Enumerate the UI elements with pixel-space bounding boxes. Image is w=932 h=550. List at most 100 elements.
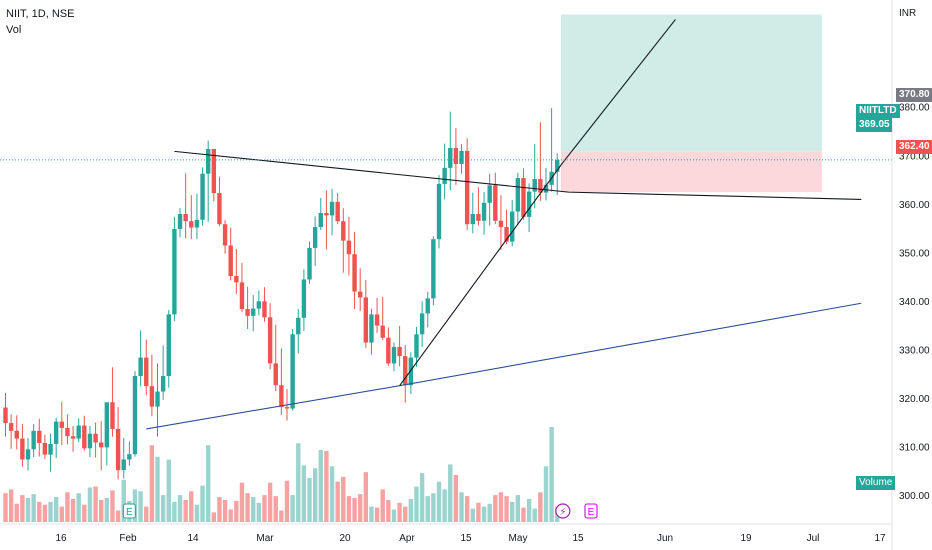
volume-bar bbox=[37, 501, 42, 522]
candle-body bbox=[397, 346, 402, 357]
x-tick-label: 16 bbox=[55, 533, 67, 544]
volume-bar bbox=[25, 498, 31, 522]
candle-body bbox=[414, 334, 419, 358]
candle bbox=[498, 195, 504, 250]
candle bbox=[493, 172, 498, 225]
candle-body bbox=[245, 309, 250, 316]
y-axis[interactable]: 300.00 310.00 320.00 330.00 340.00 350.00 360.… bbox=[899, 103, 930, 502]
candle bbox=[82, 415, 87, 451]
candle-body bbox=[510, 211, 515, 242]
x-tick-label: 14 bbox=[187, 533, 199, 544]
volume-bar bbox=[267, 482, 273, 522]
candle-body bbox=[453, 147, 459, 164]
volume-bar bbox=[391, 509, 397, 522]
volume-bar bbox=[160, 495, 166, 522]
candle bbox=[267, 303, 273, 370]
candle bbox=[324, 190, 329, 250]
split-label: ⚡ bbox=[559, 507, 566, 518]
candle-body bbox=[14, 430, 19, 439]
x-axis[interactable]: 16 Feb 14 Mar 20 Apr 15 May 15 Jun 19 Jul 17 bbox=[55, 533, 886, 544]
candle bbox=[251, 294, 256, 332]
candle-body bbox=[279, 385, 284, 408]
candle-body bbox=[442, 167, 447, 184]
volume-indicator-label[interactable]: Vol bbox=[6, 24, 22, 36]
volume-bar bbox=[228, 509, 233, 522]
candle-body bbox=[425, 298, 430, 314]
volume-bar bbox=[470, 508, 475, 522]
volume-bar bbox=[256, 502, 262, 522]
candle-body bbox=[144, 357, 149, 387]
candle-body bbox=[228, 245, 233, 277]
volume-bar bbox=[144, 506, 149, 522]
candle bbox=[526, 183, 532, 232]
volume-bar bbox=[8, 489, 14, 522]
candle bbox=[20, 424, 25, 467]
candles[interactable] bbox=[3, 108, 560, 480]
candle-body bbox=[205, 148, 211, 174]
candle-body bbox=[374, 314, 380, 326]
volume-bar bbox=[431, 493, 436, 522]
candle bbox=[521, 168, 526, 220]
volume-bar bbox=[110, 490, 115, 522]
volume-bar bbox=[31, 494, 36, 522]
candle-body bbox=[115, 428, 121, 471]
candle bbox=[37, 418, 42, 457]
split-marker[interactable]: ⚡ bbox=[555, 503, 571, 519]
candle-body bbox=[436, 183, 442, 240]
volume-bar bbox=[149, 445, 155, 522]
x-tick-label: 19 bbox=[740, 533, 752, 544]
volume-bar bbox=[234, 500, 239, 522]
x-tick-label: May bbox=[509, 533, 528, 544]
volume-bar bbox=[538, 492, 543, 522]
candle bbox=[121, 438, 126, 479]
last-price-tag: 369.05 bbox=[856, 118, 892, 132]
event-markers[interactable]: E ⚡ E bbox=[122, 503, 598, 519]
candle-body bbox=[408, 357, 414, 386]
candle bbox=[273, 324, 278, 392]
candle-body bbox=[160, 376, 166, 392]
volume-bar bbox=[526, 498, 532, 522]
symbol-tag: NIITLTD bbox=[856, 104, 900, 118]
volume-bar bbox=[87, 487, 93, 522]
volume-bar bbox=[442, 489, 447, 522]
candle-body bbox=[307, 247, 312, 280]
candle bbox=[279, 348, 284, 415]
volume-bar bbox=[59, 506, 64, 522]
candle bbox=[380, 296, 385, 341]
earnings-marker[interactable]: E bbox=[584, 503, 598, 519]
candle bbox=[222, 220, 228, 254]
trendlines[interactable] bbox=[146, 19, 862, 430]
candle bbox=[431, 236, 436, 306]
candle-body bbox=[341, 221, 346, 241]
candle-body bbox=[132, 376, 138, 455]
volume-bar bbox=[301, 465, 307, 522]
candle bbox=[476, 187, 481, 226]
candle-body bbox=[59, 421, 64, 428]
candle-body bbox=[493, 185, 498, 221]
candle bbox=[194, 193, 200, 240]
earnings-marker[interactable]: E bbox=[122, 503, 136, 519]
volume-bar bbox=[166, 459, 171, 522]
candle-body bbox=[459, 150, 464, 164]
candle bbox=[436, 175, 442, 249]
candle bbox=[115, 407, 121, 480]
candle bbox=[217, 176, 222, 227]
candle bbox=[200, 167, 205, 226]
candle bbox=[341, 208, 346, 273]
candle-body bbox=[104, 402, 110, 448]
candle-body bbox=[290, 334, 295, 409]
y-tick-label: 320.00 bbox=[899, 394, 930, 405]
candle-body bbox=[48, 443, 53, 455]
currency-label[interactable]: INR bbox=[899, 8, 917, 19]
y-tick-label: 360.00 bbox=[899, 200, 930, 211]
candle bbox=[408, 352, 414, 394]
volume-bar bbox=[104, 498, 110, 522]
candle-body bbox=[127, 454, 132, 460]
volume-bar bbox=[65, 492, 70, 522]
candle-body bbox=[155, 391, 160, 407]
candle bbox=[256, 290, 262, 316]
y-tick-label: 310.00 bbox=[899, 442, 930, 453]
candle bbox=[397, 326, 402, 367]
volume-bar bbox=[521, 507, 526, 522]
